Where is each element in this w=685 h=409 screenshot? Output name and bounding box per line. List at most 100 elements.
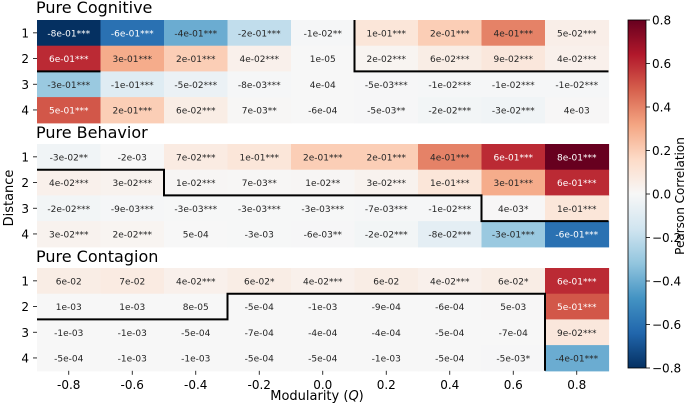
heatmap-cell [164,221,229,248]
cell-label: 2e-01*** [367,153,407,163]
cell-label: 4e-03* [498,205,529,215]
cell-label: 3e-02*** [367,179,407,189]
cell-label: -8e-01*** [47,29,90,39]
cell-label: 1e-01*** [557,205,597,215]
cell-label: -1e-02** [304,29,343,39]
cell-label: 1e-05 [310,55,336,65]
cell-label: -5e-03* [496,354,530,364]
heatmap-cell [354,20,419,47]
colorbar-gradient [627,19,647,369]
heatmap-cell [291,268,356,295]
heatmap-cell [481,268,546,295]
heatmap-cell [37,20,102,47]
cell-label: 7e-03** [242,179,277,189]
colorbar-tick-label: 0.4 [652,101,671,115]
heatmap-cell [418,20,483,47]
x-tick-label: 0.6 [504,378,523,392]
cell-label: 1e-03 [119,303,145,313]
heatmap-cell [37,169,102,196]
heatmap-cell [164,345,229,372]
cell-label: -2e-02*** [47,205,90,215]
x-axis-label: Modularity (Q) [270,389,364,404]
cell-label: -1e-02*** [555,81,598,91]
cell-label: -4e-04 [308,329,337,339]
cell-label: 9e-02*** [557,329,597,339]
heatmap-cells: 6e-02 7e-02 4e-02*** 6e-02* 4e-02*** 6e-02 4e-… [37,268,610,372]
heatmap-cells: -8e-01*** -6e-01*** -4e-01*** -2e-01*** -1e-… [37,20,610,124]
heatmap-cell [545,345,610,372]
cell-label: 2e-02*** [113,230,153,240]
cell-label: -5e-04 [435,354,464,364]
heatmap-cell [545,71,610,98]
cell-label: 4e-01*** [494,29,534,39]
cell-label: 6e-01*** [49,55,89,65]
heatmap-cell [100,268,165,295]
heatmap-cell [227,144,292,171]
heatmap-cell [481,293,546,320]
cell-label: -4e-01*** [174,29,217,39]
cell-label: 4e-02*** [430,277,470,287]
y-tick-label: 3 [21,78,29,92]
cell-label: 6e-01*** [557,179,597,189]
cell-label: -5e-04 [435,329,464,339]
heatmap-cell [227,20,292,47]
cell-label: 5e-01*** [557,303,597,313]
heatmap-cell [227,71,292,98]
heatmap-cell [227,293,292,320]
cell-label: 4e-03 [564,106,590,116]
heatmap-cell [37,195,102,222]
heatmap-cell [545,144,610,171]
heatmap-cell [418,195,483,222]
y-tick-label: 1 [21,150,29,164]
heatmap-cell [418,268,483,295]
heatmap-cell [481,144,546,171]
cell-label: 6e-01*** [557,277,597,287]
cell-label: 2e-01*** [113,106,153,116]
heatmap-cell [164,195,229,222]
cell-label: 1e-01*** [367,29,407,39]
panel-pure-behavior: Pure Behavior -3e-02** -2e-03 7e-02*** 1e-0… [21,123,610,248]
heatmap-cell [418,319,483,346]
colorbar-tick-label: −0.6 [652,318,681,332]
heatmap-cell [164,319,229,346]
cell-label: -4e-01*** [555,354,598,364]
heatmap-cell [100,221,165,248]
cell-label: 5e-02*** [557,29,597,39]
cell-label: 6e-01*** [494,153,534,163]
cell-label: 6e-02* [244,277,275,287]
heatmap-cell [164,71,229,98]
heatmap-cell [164,144,229,171]
x-tick-label: 0.8 [567,378,586,392]
heatmap-cell [481,221,546,248]
heatmap-cell [100,144,165,171]
cell-label: 5e-01*** [49,106,89,116]
cell-label: 4e-02*** [49,179,89,189]
panel-title: Pure Cognitive [36,0,152,17]
cell-label: -9e-04 [372,303,401,313]
x-axis: -0.8 -0.6 -0.4 -0.2 0.0 0.2 0.4 0.6 0.8 [57,370,586,392]
cell-label: -3e-03 [245,230,274,240]
colorbar-label: Pearson Correlation [673,137,685,255]
cell-label: -3e-03*** [174,205,217,215]
cell-label: 4e-02*** [557,55,597,65]
heatmap-cell [545,45,610,72]
colorbar-tick-label: −0.4 [652,275,681,289]
cell-label: -1e-02*** [428,205,471,215]
heatmap-cell [545,169,610,196]
heatmap-cell [100,169,165,196]
cell-label: -1e-02*** [428,81,471,91]
heatmap-cell [37,45,102,72]
cell-label: -3e-02** [50,153,89,163]
heatmap-cell [100,293,165,320]
colorbar: 0.8 0.6 0.4 0.2 0.0 −0.2 −0.4 −0.6 −0.8 Pearson … [627,14,685,376]
cell-label: -2e-01*** [238,29,281,39]
significance-boundary [37,168,609,223]
heatmap-cell [354,169,419,196]
heatmap-cell [545,195,610,222]
cell-label: -5e-04 [245,354,274,364]
heatmap-cell [354,319,419,346]
y-tick-labels: 1 2 3 4 [21,26,37,117]
heatmap-cell [291,97,356,124]
cell-label: -1e-01*** [111,81,154,91]
